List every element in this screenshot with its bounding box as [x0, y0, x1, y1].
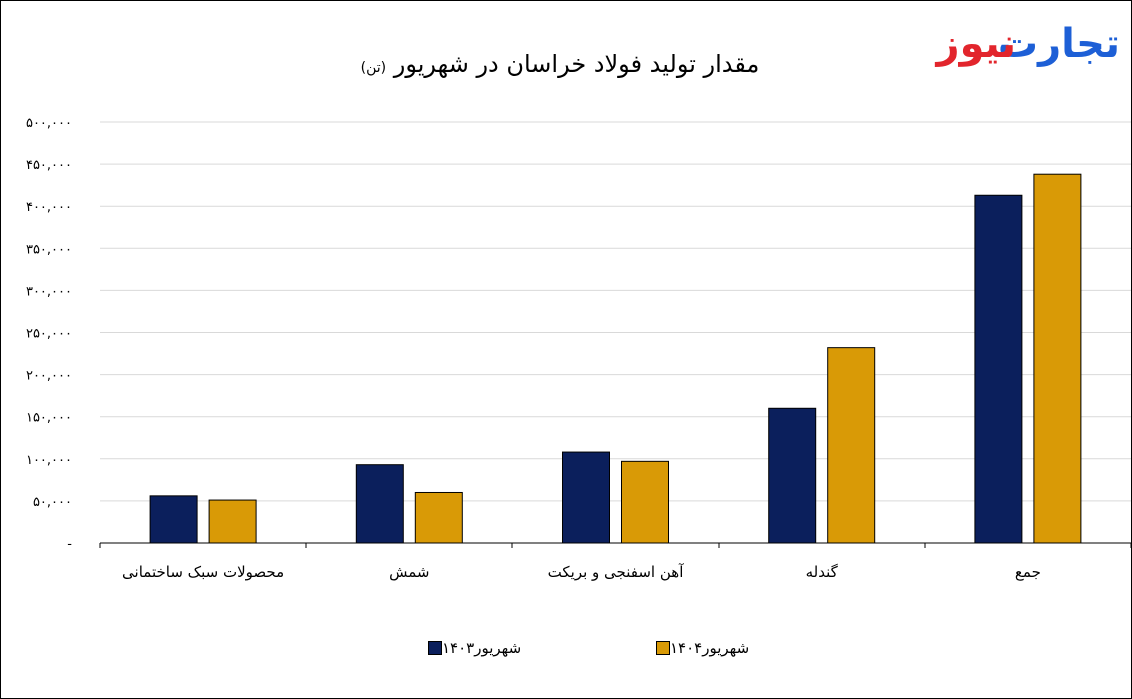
x-tick-label: آهن اسفنجی و بریکت: [548, 563, 685, 581]
x-tick-label: شمش: [389, 563, 429, 581]
x-tick-label: محصولات سبک ساختمانی: [122, 563, 284, 581]
y-tick-label: ۱۰۰,۰۰۰: [26, 453, 72, 468]
legend-swatch: [428, 641, 442, 655]
bar: [974, 194, 1023, 544]
bar: [414, 491, 463, 544]
bar: [208, 499, 257, 544]
y-tick-label: ۴۵۰,۰۰۰: [26, 158, 72, 173]
y-tick-label: ۲۰۰,۰۰۰: [26, 369, 72, 384]
y-tick-label: -: [67, 537, 72, 552]
y-tick-label: ۴۰۰,۰۰۰: [26, 200, 72, 215]
y-tick-label: ۱۵۰,۰۰۰: [26, 411, 72, 426]
y-tick-label: ۵۰,۰۰۰: [33, 495, 72, 510]
logo-text-part1: تجارت: [997, 21, 1120, 67]
legend-swatch: [656, 641, 670, 655]
chart-title-unit: (تن): [360, 60, 387, 76]
y-tick-label: ۵۰۰,۰۰۰: [26, 116, 72, 131]
chart-title-text: مقدار تولید فولاد خراسان در شهریور: [393, 50, 760, 78]
bar: [768, 407, 817, 544]
y-tick-label: ۳۰۰,۰۰۰: [26, 284, 72, 299]
x-tick-label: جمع: [1015, 563, 1041, 581]
y-tick-label: ۳۵۰,۰۰۰: [26, 242, 72, 257]
bar: [149, 495, 198, 544]
legend-item-1404: شهریور۱۴۰۴: [648, 636, 749, 660]
legend-item-1403: شهریور۱۴۰۳: [420, 636, 521, 660]
bar: [621, 460, 669, 544]
bar: [355, 464, 404, 544]
bar: [562, 451, 610, 544]
legend-label: شهریور۱۴۰۴: [670, 639, 750, 657]
x-tick-label: گندله: [806, 563, 839, 581]
bar: [827, 347, 876, 544]
logo-text-part2: نیوز: [936, 21, 1016, 67]
y-tick-label: ۲۵۰,۰۰۰: [26, 327, 72, 342]
brand-logo: تجارت نیوز: [928, 14, 1120, 74]
bar: [1033, 173, 1082, 544]
legend-label: شهریور۱۴۰۳: [442, 639, 522, 657]
chart-title: مقدار تولید فولاد خراسان در شهریور (تن): [250, 50, 870, 78]
